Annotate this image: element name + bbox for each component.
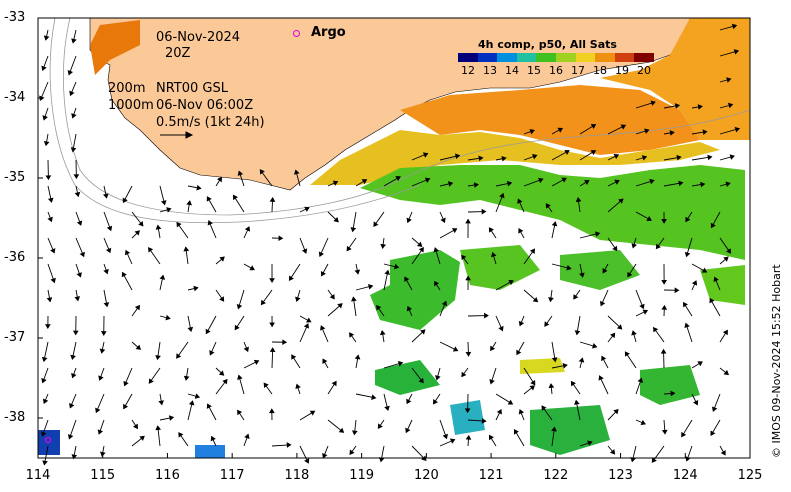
map-date: 06-Nov-2024 <box>156 30 241 45</box>
lon-tick-label: 121 <box>478 468 504 483</box>
colorbar-tick-label: 20 <box>637 64 651 77</box>
lon-tick-label: 122 <box>543 468 569 483</box>
colorbar-tick-label: 16 <box>549 64 563 77</box>
contour-label-1000m: 1000m <box>108 98 154 113</box>
lat-tick-label: -37 <box>4 330 26 345</box>
lat-tick-label: -35 <box>4 170 26 185</box>
colorbar-ticks: 12 13 14 15 16 17 18 19 20 <box>458 64 654 78</box>
lat-tick-label: -36 <box>4 250 26 265</box>
argo-legend-label: Argo <box>311 25 346 40</box>
lon-tick-label: 114 <box>25 468 51 483</box>
lon-tick-label: 120 <box>413 468 439 483</box>
product-label: NRT00 GSL <box>156 81 228 96</box>
lat-tick-label: -38 <box>4 410 26 425</box>
colorbar-tick-label: 17 <box>571 64 585 77</box>
lon-tick-label: 117 <box>219 468 245 483</box>
argo-legend-icon <box>293 30 300 37</box>
colorbar-tick-label: 13 <box>483 64 497 77</box>
valid-time-label: 06-Nov 06:00Z <box>156 98 254 113</box>
colorbar <box>458 53 654 62</box>
lon-tick-label: 115 <box>90 468 116 483</box>
contour-label-200m: 200m <box>108 81 146 96</box>
lon-tick-label: 116 <box>155 468 180 483</box>
velocity-scale-arrow <box>160 131 194 139</box>
colorbar-tick-label: 14 <box>505 64 519 77</box>
lon-tick-label: 125 <box>737 468 763 483</box>
colorbar-tick-label: 18 <box>593 64 607 77</box>
colorbar-tick-label: 15 <box>527 64 541 77</box>
colorbar-tick-label: 12 <box>461 64 475 77</box>
lat-tick-label: -33 <box>4 10 26 25</box>
lat-tick-label: -34 <box>4 90 26 105</box>
velocity-scale-label: 0.5m/s (1kt 24h) <box>156 115 265 130</box>
bathymetry-contours <box>49 17 751 224</box>
colorbar-tick-label: 19 <box>615 64 629 77</box>
lon-tick-label: 119 <box>349 468 375 483</box>
colorbar-title: 4h comp, p50, All Sats <box>478 38 617 51</box>
credit-text: © IMOS 09-Nov-2024 15:52 Hobart <box>770 264 783 458</box>
lon-tick-label: 123 <box>608 468 633 483</box>
current-arrows <box>39 23 741 466</box>
map-time: 20Z <box>165 46 191 61</box>
argo-float-marker <box>44 436 52 444</box>
lon-tick-label: 118 <box>284 468 310 483</box>
lon-tick-label: 124 <box>672 468 698 483</box>
